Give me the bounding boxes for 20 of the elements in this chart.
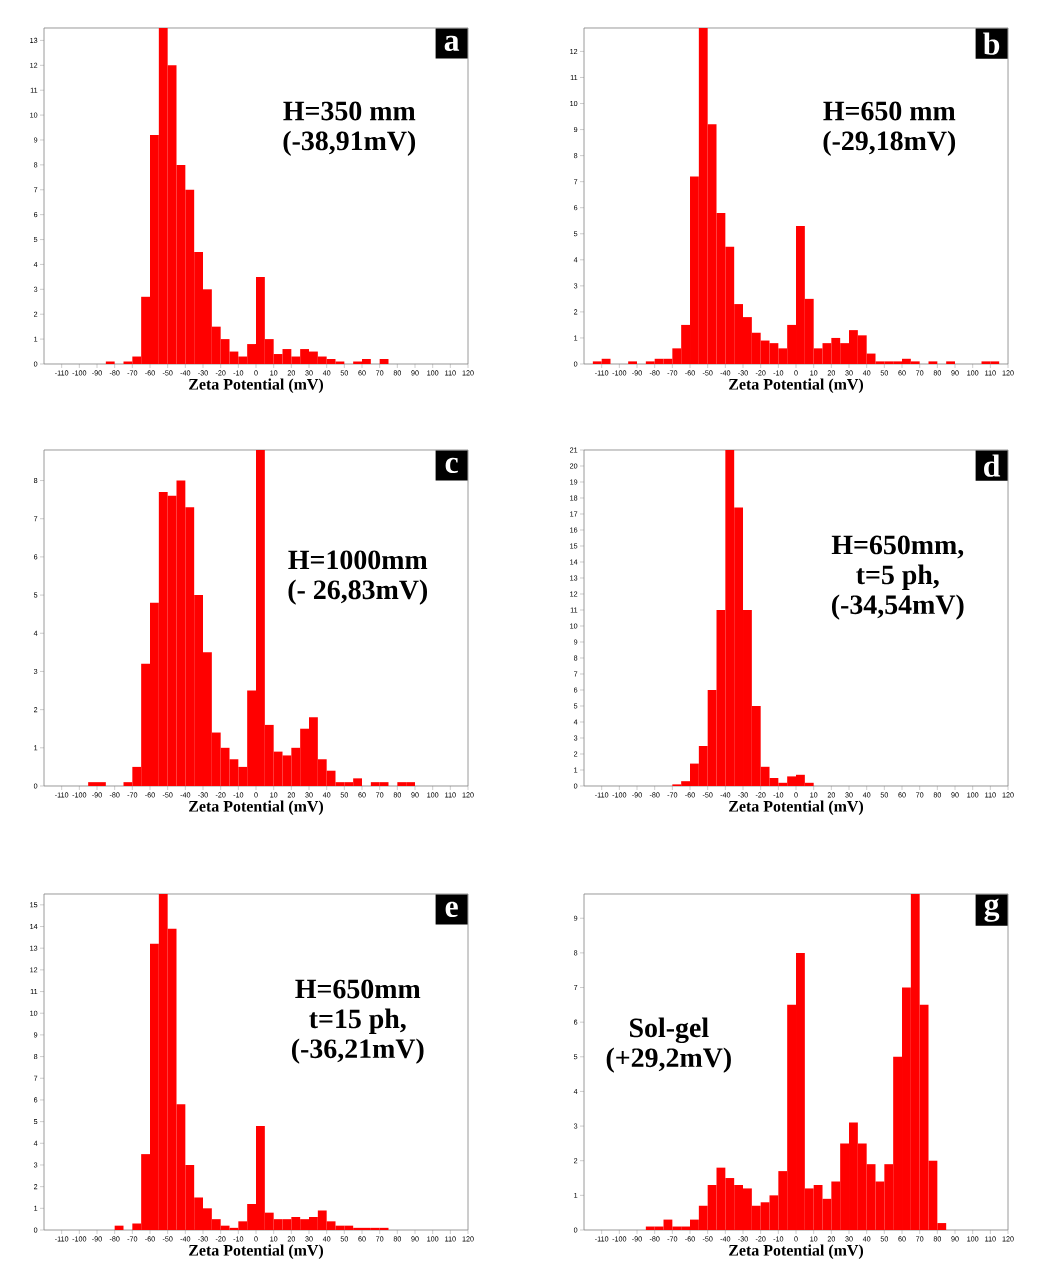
annotation: t=15 ph, — [309, 1008, 406, 1034]
annotation: (-29,18mV) — [823, 130, 956, 156]
annotation: H=1000mm — [288, 550, 428, 570]
annotation: H=350 mm — [283, 101, 416, 121]
annotation: Sol-gel — [630, 1017, 709, 1044]
annotation: b — [983, 32, 1000, 55]
annotation: (-34,54mV) — [831, 594, 964, 620]
annotation: d — [984, 454, 1001, 477]
annotation: t=5 ph, — [856, 564, 939, 590]
annotation: H=650mm — [295, 979, 421, 999]
annotation: (- 26,83mV) — [288, 579, 428, 605]
annotation: e — [445, 901, 458, 918]
annotation: H=650 mm — [823, 101, 956, 121]
annotation: c — [445, 457, 458, 474]
annotation: (-36,21mV) — [291, 1038, 424, 1064]
annotation: (+29,2mV) — [606, 1047, 731, 1073]
annotation: (-38,91mV) — [283, 130, 416, 156]
annotation: a — [444, 35, 460, 52]
annotation: g — [984, 898, 1000, 922]
annotation: H=650mm, — [831, 535, 964, 559]
